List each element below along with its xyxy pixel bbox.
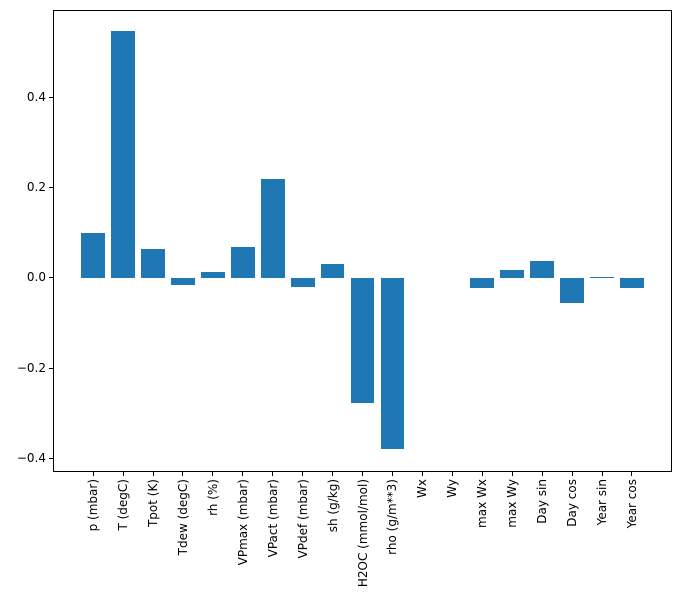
x-tick-mark <box>421 472 423 476</box>
x-tick-mark <box>391 472 393 476</box>
bar-tpot-k <box>141 248 165 278</box>
x-tick-label: Year sin <box>595 479 609 526</box>
x-tick-mark <box>302 472 304 476</box>
x-tick-mark <box>332 472 334 476</box>
bar-vpdef-mbar <box>290 277 315 288</box>
x-tick-label: Wx <box>415 479 430 498</box>
y-tick-mark <box>49 458 53 459</box>
x-tick-mark <box>242 472 244 476</box>
bar-tdew-degc <box>170 277 195 286</box>
x-tick-label: rho (g/m**3) <box>385 479 400 555</box>
bar-year-cos <box>619 277 644 288</box>
x-tick-label: rh (%) <box>205 479 220 516</box>
x-tick-label: T (degC) <box>116 479 130 531</box>
x-tick-label: Day sin <box>535 479 550 524</box>
y-tick-label: 0.0 <box>26 270 46 285</box>
bar-vpact-mbar <box>260 178 285 278</box>
x-tick-label: max Wx <box>475 479 490 528</box>
x-tick-mark <box>511 472 513 476</box>
x-tick-mark <box>152 472 154 476</box>
bar-day-sin <box>530 261 554 278</box>
y-tick-label: 0.4 <box>26 89 46 104</box>
x-tick-mark <box>92 472 94 476</box>
bar-p-mbar <box>81 233 105 278</box>
bar-h2oc-mmol-mol <box>350 277 375 403</box>
x-tick-mark <box>481 472 483 476</box>
bar-vpmax-mbar <box>230 247 255 278</box>
y-tick-mark <box>49 277 53 279</box>
y-tick-label: −0.2 <box>16 360 46 375</box>
x-tick-label: H2OC (mmol/mol) <box>355 479 370 588</box>
bar-rh <box>200 271 225 278</box>
x-tick-mark <box>182 472 184 476</box>
y-tick-label: 0.2 <box>26 180 46 194</box>
x-tick-mark <box>272 472 274 476</box>
x-tick-label: Tpot (K) <box>146 479 160 528</box>
x-tick-mark <box>362 472 363 476</box>
x-tick-label: p (mbar) <box>86 479 101 532</box>
x-tick-label: Day cos <box>565 479 579 527</box>
x-tick-label: VPact (mbar) <box>265 479 280 558</box>
x-tick-label: Tdew (degC) <box>175 479 190 556</box>
bar-rho-g-m-3 <box>380 277 405 450</box>
y-tick-label: −0.4 <box>16 451 46 465</box>
x-tick-mark <box>451 472 453 476</box>
x-tick-mark <box>631 472 633 476</box>
x-tick-mark <box>571 472 573 476</box>
x-tick-mark <box>601 472 603 476</box>
x-tick-label: VPdef (mbar) <box>295 479 310 559</box>
bar-day-cos <box>560 277 584 304</box>
x-tick-label: Year cos <box>624 479 639 529</box>
y-tick-mark <box>49 96 53 98</box>
bar-max-wx <box>470 277 495 288</box>
x-tick-label: Wy <box>445 479 460 498</box>
x-tick-mark <box>541 472 543 476</box>
x-tick-label: VPmax (mbar) <box>235 479 250 566</box>
y-tick-mark <box>49 187 53 188</box>
bar-sh-g-kg <box>320 263 345 278</box>
x-tick-mark <box>212 472 214 476</box>
y-tick-mark <box>49 367 53 369</box>
x-tick-label: sh (g/kg) <box>325 479 340 533</box>
bar-max-wy <box>500 269 525 278</box>
bar-year-sin <box>590 276 614 278</box>
x-tick-mark <box>122 472 124 476</box>
x-tick-label: max Wy <box>505 479 520 528</box>
bar-t-degc <box>111 30 135 278</box>
